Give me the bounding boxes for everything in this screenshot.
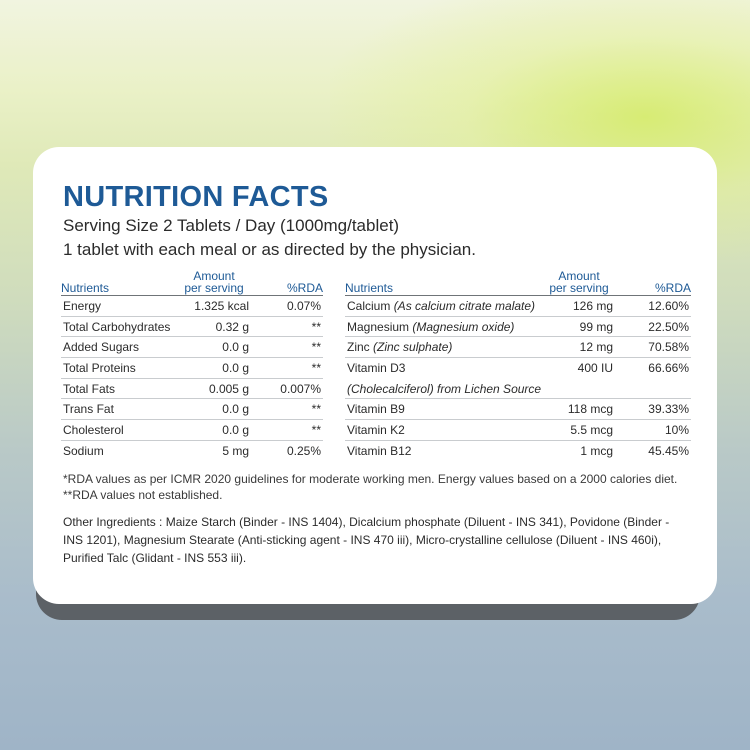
nutrient-amount: 0.0 g <box>179 357 255 379</box>
nutrient-amount: 0.0 g <box>179 336 255 359</box>
amount-header-line1: Amount <box>558 269 600 283</box>
nutrient-source: (Magnesium oxide) <box>412 319 515 334</box>
nutrient-name: Total Carbohydrates <box>61 316 179 338</box>
nutrient-name: Magnesium (Magnesium oxide) <box>345 316 545 338</box>
nutrient-name: Added Sugars <box>61 336 179 359</box>
nutrient-rda: ** <box>255 316 323 338</box>
nutrient-label: Calcium <box>347 298 391 313</box>
column-header-rda: %RDA <box>619 270 691 296</box>
table-row: Vitamin D3 400 IU 66.66% <box>345 358 691 379</box>
nutrient-amount: 1.325 kcal <box>179 295 255 317</box>
ingredients-line: Other Ingredients : Maize Starch (Binder… <box>63 515 670 529</box>
other-ingredients: Other Ingredients : Maize Starch (Binder… <box>63 513 693 567</box>
table-row: Trans Fat 0.0 g ** <box>61 398 323 421</box>
nutrient-rda: 0.25% <box>286 443 321 458</box>
nutrient-name: Total Proteins <box>61 357 179 379</box>
nutrient-rda: 10% <box>619 419 691 441</box>
column-header-nutrients: Nutrients <box>345 270 545 296</box>
ingredients-line: INS 1201), Magnesium Stearate (Anti-stic… <box>63 533 662 547</box>
table-header-row: Nutrients Amount per serving %RDA <box>61 270 323 296</box>
nutrient-rda: ** <box>255 336 323 359</box>
nutrient-name: Total Fats <box>61 378 179 400</box>
nutrient-name: Vitamin K2 <box>345 419 545 441</box>
column-header-nutrients: Nutrients <box>61 270 179 296</box>
nutrient-amount: 0.005 g <box>179 378 255 400</box>
table-row: Zinc (Zinc sulphate) 12 mg 70.58% <box>345 336 691 359</box>
nutrient-name: Zinc (Zinc sulphate) <box>345 336 545 359</box>
nutrient-source: (Cholecalciferol) from Lichen Source <box>345 378 545 400</box>
nutrient-amount: 99 mg <box>545 316 619 338</box>
nutrient-source: (Zinc sulphate) <box>373 340 453 355</box>
directions: 1 tablet with each meal or as directed b… <box>63 240 476 259</box>
nutrient-amount: 126 mg <box>545 295 619 317</box>
table-row: Sodium 5 mg 0.25% <box>61 440 323 461</box>
not-established-footnote: **RDA values not established. <box>63 488 223 502</box>
nutrient-name: Calcium (As calcium citrate malate) <box>345 295 545 317</box>
nutrient-name: Vitamin D3 <box>347 361 406 376</box>
table-row: (Cholecalciferol) from Lichen Source <box>345 378 691 400</box>
empty-cell <box>545 378 619 400</box>
ingredients-line: Purified Talc (Glidant - INS 553 iii). <box>63 551 247 565</box>
nutrient-rda: ** <box>255 398 323 421</box>
amount-header-line2: per serving <box>184 281 244 295</box>
nutrient-name: Trans Fat <box>61 398 179 421</box>
nutrient-amount: 0.32 g <box>179 316 255 338</box>
nutrient-rda: 0.07% <box>255 295 323 317</box>
rda-footnote: *RDA values as per ICMR 2020 guidelines … <box>63 472 678 486</box>
nutrient-rda: 12.60% <box>619 295 691 317</box>
nutrient-source: (As calcium citrate malate) <box>393 298 536 313</box>
serving-size: Serving Size 2 Tablets / Day (1000mg/tab… <box>63 216 400 235</box>
column-header-rda: %RDA <box>255 270 323 296</box>
nutrient-amount: 5 mg <box>222 443 249 458</box>
nutrient-amount: 0.0 g <box>179 398 255 421</box>
amount-header-line1: Amount <box>193 269 235 283</box>
table-row: Total Proteins 0.0 g ** <box>61 357 323 379</box>
amount-header-line2: per serving <box>549 281 609 295</box>
nutrient-name: Energy <box>61 295 179 317</box>
nutrient-amount: 118 mcg <box>545 398 619 421</box>
nutrient-amount: 1 mcg <box>580 443 613 458</box>
nutrient-rda: 22.50% <box>619 316 691 338</box>
table-header-row: Nutrients Amount per serving %RDA <box>345 270 691 296</box>
nutrition-card: NUTRITION FACTS Serving Size 2 Tablets /… <box>33 147 717 604</box>
table-row: Vitamin K2 5.5 mcg 10% <box>345 419 691 441</box>
nutrient-amount: 5.5 mcg <box>545 419 619 441</box>
nutrients-table-left: Nutrients Amount per serving %RDA Energy… <box>61 270 323 461</box>
table-row: Magnesium (Magnesium oxide) 99 mg 22.50% <box>345 316 691 338</box>
nutrient-amount: 400 IU <box>577 361 613 376</box>
nutrient-rda: 45.45% <box>648 443 689 458</box>
nutrient-rda: 39.33% <box>619 398 691 421</box>
empty-cell <box>619 378 691 400</box>
nutrient-name: Vitamin B12 <box>347 443 412 458</box>
table-row: Total Carbohydrates 0.32 g ** <box>61 316 323 338</box>
table-row: Vitamin B9 118 mcg 39.33% <box>345 398 691 421</box>
nutrient-name: Sodium <box>63 443 104 458</box>
nutrient-label: Zinc <box>347 340 370 355</box>
page-title: NUTRITION FACTS <box>63 181 329 213</box>
nutrient-rda: ** <box>255 419 323 441</box>
table-row: Calcium (As calcium citrate malate) 126 … <box>345 295 691 317</box>
footnotes: *RDA values as per ICMR 2020 guidelines … <box>63 471 677 503</box>
nutrient-rda: ** <box>255 357 323 379</box>
nutrient-name: Vitamin B9 <box>345 398 545 421</box>
table-row: Vitamin B12 1 mcg 45.45% <box>345 440 691 461</box>
nutrient-rda: 70.58% <box>619 336 691 359</box>
column-header-amount: Amount per serving <box>545 270 619 296</box>
table-row: Added Sugars 0.0 g ** <box>61 336 323 359</box>
nutrient-label: Magnesium <box>347 319 410 334</box>
nutrient-amount: 0.0 g <box>179 419 255 441</box>
column-header-amount: Amount per serving <box>179 270 255 296</box>
table-row: Total Fats 0.005 g 0.007% <box>61 378 323 400</box>
table-row: Energy 1.325 kcal 0.07% <box>61 295 323 317</box>
nutrients-table-right: Nutrients Amount per serving %RDA Calciu… <box>345 270 691 461</box>
nutrient-rda: 66.66% <box>648 361 689 376</box>
nutrient-name: Cholesterol <box>61 419 179 441</box>
nutrient-amount: 12 mg <box>545 336 619 359</box>
nutrient-rda: 0.007% <box>255 378 323 400</box>
table-row: Cholesterol 0.0 g ** <box>61 419 323 441</box>
